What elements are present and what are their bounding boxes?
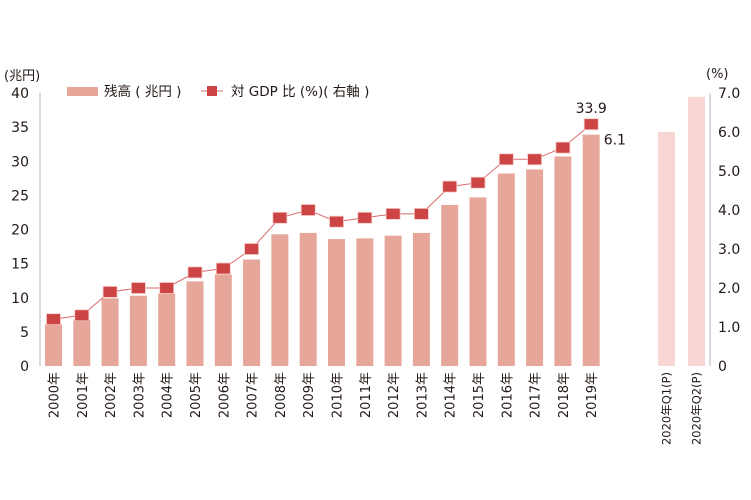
right-tick-label: 4.0 (718, 203, 740, 219)
right-tick-label: 0 (718, 359, 727, 375)
x-tick-label: 2008年 (274, 372, 289, 418)
x-tick-label: 2017年 (529, 372, 544, 418)
bar (384, 235, 402, 366)
line-marker (413, 207, 429, 220)
bar (299, 232, 317, 366)
right-axis-ticks: 0 1.0 2.0 3.0 4.0 5.0 6.0 7.0 (718, 86, 740, 375)
bar (582, 134, 600, 366)
projection-bar (688, 96, 705, 367)
projection-bar (658, 132, 675, 366)
right-tick-label: 1.0 (718, 320, 740, 336)
line-marker (187, 266, 203, 279)
line-marker (272, 211, 288, 224)
bar (214, 274, 232, 366)
legend: 残高 ( 兆円 ) 対 GDP 比 (%)( 右軸 ) (67, 83, 369, 100)
gdp-ratio-line (46, 118, 599, 326)
left-tick-label: 20 (11, 223, 29, 239)
bar (469, 197, 487, 366)
left-tick-label: 10 (11, 291, 29, 307)
annotation-balance-2019: 33.9 (576, 101, 607, 117)
line-marker (329, 215, 344, 228)
bar (554, 156, 572, 366)
bar (441, 204, 459, 366)
legend-line-label: 対 GDP 比 (%)( 右軸 ) (231, 84, 369, 100)
line-marker (470, 176, 486, 189)
x-tick-label: 2019年 (585, 372, 600, 418)
right-tick-label: 7.0 (718, 86, 740, 102)
bar (158, 293, 176, 366)
line-marker (130, 282, 146, 294)
bar (129, 295, 147, 366)
line-marker (555, 141, 571, 154)
line-marker (215, 262, 231, 275)
bar (412, 232, 430, 366)
x-tick-label: 2010年 (331, 372, 346, 418)
right-tick-label: 5.0 (718, 164, 740, 180)
line-marker (442, 180, 458, 193)
x-tick-label: 2009年 (302, 372, 317, 418)
bar (497, 173, 515, 366)
left-tick-label: 25 (11, 188, 29, 204)
bars (45, 134, 600, 366)
right-tick-label: 2.0 (718, 281, 740, 297)
left-axis-unit: (兆円) (4, 69, 40, 84)
legend-bar-swatch (67, 87, 98, 96)
left-tick-label: 35 (11, 120, 29, 136)
line-marker (102, 285, 118, 298)
annotation-ratio-2019: 6.1 (604, 133, 626, 149)
x-tick-label: 2015年 (472, 372, 487, 418)
projection-bars (658, 96, 705, 367)
x-tick-label: 2018年 (557, 372, 572, 418)
bar (271, 234, 289, 366)
bar (73, 319, 91, 366)
line-marker (159, 282, 175, 294)
line-marker (300, 204, 316, 216)
x-tick-label: 2000年 (48, 372, 63, 418)
x-tick-label: 2003年 (132, 372, 147, 418)
bar (45, 324, 62, 366)
x-tick-label-projection: 2020年Q2(P) (690, 372, 704, 445)
line-marker (74, 309, 90, 322)
bar (243, 259, 261, 366)
line-marker (385, 207, 401, 220)
line-marker (46, 313, 61, 326)
annotations: 33.9 6.1 (576, 101, 626, 148)
left-tick-label: 5 (20, 325, 29, 341)
bar (186, 281, 204, 366)
legend-marker-swatch (207, 86, 217, 96)
x-tick-label: 2002年 (104, 372, 119, 418)
right-axis-unit: (%) (706, 67, 729, 82)
left-tick-label: 40 (11, 86, 29, 102)
bar (526, 169, 544, 366)
x-tick-label: 2007年 (246, 372, 261, 418)
right-tick-label: 6.0 (718, 125, 740, 141)
line-marker (498, 153, 514, 166)
right-tick-label: 3.0 (718, 242, 740, 258)
legend-bar-label: 残高 ( 兆円 ) (104, 83, 181, 100)
bar (328, 239, 345, 366)
left-tick-label: 0 (20, 359, 29, 375)
x-tick-label: 2014年 (444, 372, 459, 418)
line-marker (357, 211, 373, 224)
bar (101, 298, 119, 366)
x-tick-label-projection: 2020年Q1(P) (660, 372, 674, 445)
x-tick-label: 2013年 (415, 372, 430, 418)
line-marker (527, 153, 542, 166)
left-tick-label: 30 (11, 154, 29, 170)
x-tick-label: 2012年 (387, 372, 402, 418)
left-tick-label: 15 (11, 257, 29, 273)
x-tick-label: 2011年 (359, 372, 374, 418)
axes: (兆円) (%) 0 5 10 15 20 25 30 35 40 0 1.0 2.0 3.0 4.0 5… (4, 67, 740, 375)
x-axis-labels: 2000年 2001年 2002年 2003年 2004年 2005年 2006年 2007年… (48, 372, 704, 445)
line-marker (244, 243, 260, 255)
x-tick-label: 2001年 (76, 372, 91, 418)
left-axis-ticks: 0 5 10 15 20 25 30 35 40 (11, 86, 29, 375)
line-marker (583, 118, 599, 131)
x-tick-label: 2016年 (500, 372, 515, 418)
x-tick-label: 2006年 (217, 372, 232, 418)
x-tick-label: 2005年 (189, 372, 204, 418)
x-tick-label: 2004年 (161, 372, 176, 418)
bar (356, 238, 374, 366)
